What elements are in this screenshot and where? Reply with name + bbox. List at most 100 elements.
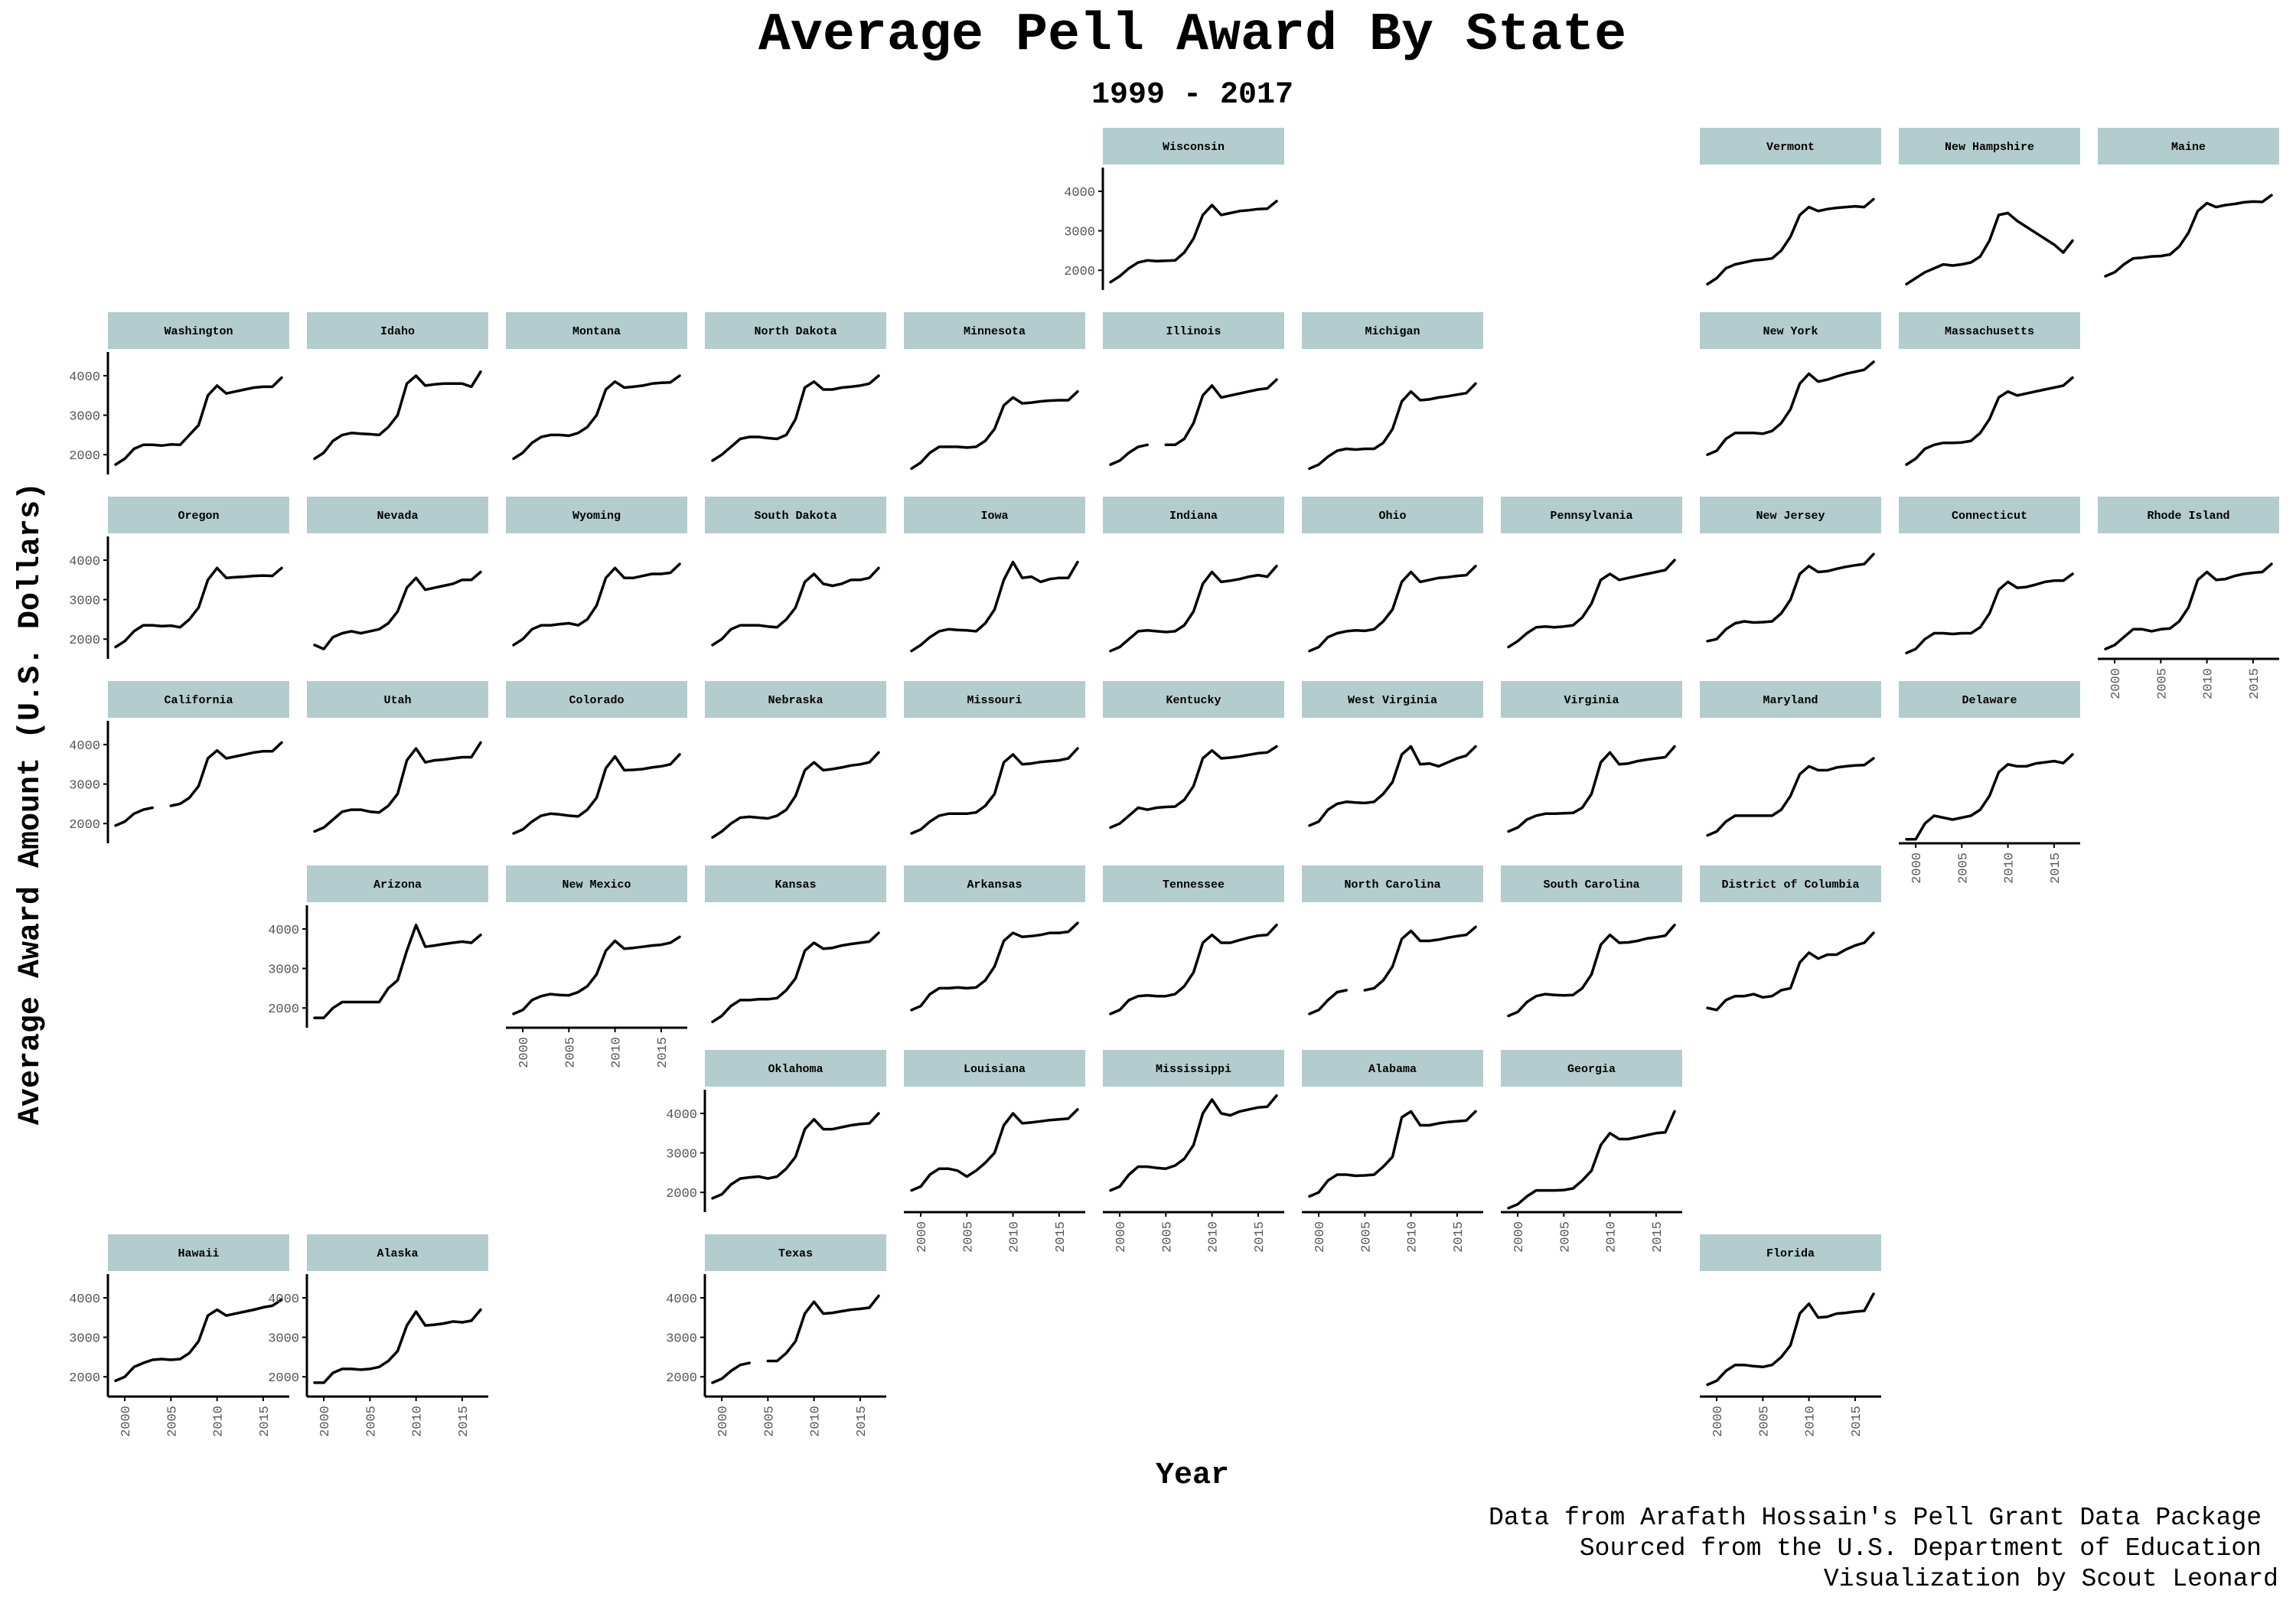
x-tick-label: 2015 bbox=[855, 1406, 869, 1437]
panel-label: Virginia bbox=[1564, 694, 1619, 707]
y-tick-label: 3000 bbox=[69, 410, 100, 425]
panel-plot-area: 2000 3000 4000 bbox=[268, 905, 482, 1028]
panel-plot-area bbox=[1905, 376, 2074, 466]
panel-plot-area: 2000 3000 4000 2000 2005 2010 2015 bbox=[268, 1274, 488, 1437]
panel-label: Massachusetts bbox=[1945, 325, 2034, 338]
series-line bbox=[1109, 745, 1278, 830]
panel-label: North Carolina bbox=[1344, 878, 1440, 892]
y-tick-label: 2000 bbox=[69, 1371, 100, 1386]
x-tick-label: 2010 bbox=[610, 1037, 625, 1068]
panel-label: Utah bbox=[383, 694, 411, 707]
panel-label: Indiana bbox=[1169, 510, 1218, 523]
series-line bbox=[1905, 572, 2074, 655]
series-line bbox=[114, 806, 154, 827]
x-tick-label: 2000 bbox=[2109, 668, 2124, 699]
panel-strip bbox=[904, 865, 1085, 902]
panel-plot-area bbox=[1706, 360, 1875, 456]
panel-label: Washington bbox=[164, 325, 233, 338]
panel-iowa: Iowa bbox=[904, 497, 1085, 653]
panel-plot-area bbox=[313, 741, 482, 833]
series-line bbox=[2104, 194, 2273, 278]
panel-label: Wisconsin bbox=[1163, 141, 1225, 154]
panel-label: Michigan bbox=[1365, 325, 1420, 338]
series-line bbox=[1507, 559, 1676, 649]
panel-plot-area bbox=[711, 931, 880, 1024]
panel-strip bbox=[2098, 128, 2279, 165]
x-tick-label: 2000 bbox=[915, 1221, 930, 1253]
panel-strip bbox=[705, 681, 886, 718]
panel-plot-area: 2000 2005 2010 2015 bbox=[904, 1108, 1085, 1253]
panel-strip bbox=[705, 865, 886, 902]
panel-arkansas: Arkansas bbox=[904, 865, 1085, 1012]
panel-plot-area bbox=[2104, 194, 2273, 278]
panel-label: Nebraska bbox=[768, 694, 823, 707]
panel-arizona: Arizona 2000 3000 4000 bbox=[268, 865, 488, 1028]
panel-pennsylvania: Pennsylvania bbox=[1501, 497, 1682, 649]
panel-connecticut: Connecticut bbox=[1899, 497, 2080, 655]
panel-label: West Virginia bbox=[1348, 694, 1437, 707]
panel-label: New Mexico bbox=[562, 878, 631, 892]
panel-strip bbox=[1700, 128, 1881, 165]
x-tick-label: 2010 bbox=[1605, 1221, 1619, 1253]
x-tick-label: 2010 bbox=[411, 1406, 426, 1437]
series-line bbox=[711, 1112, 880, 1200]
panel-strip bbox=[108, 1234, 289, 1271]
series-line bbox=[1905, 376, 2074, 466]
panel-plot-area bbox=[1308, 564, 1477, 653]
panel-plot-area bbox=[1109, 564, 1278, 653]
panel-label: Missouri bbox=[967, 694, 1022, 707]
y-tick-label: 2000 bbox=[666, 1187, 697, 1201]
panel-label: Alabama bbox=[1368, 1063, 1417, 1076]
panel-plot-area bbox=[910, 560, 1079, 653]
panel-nebraska: Nebraska bbox=[705, 681, 886, 839]
x-tick-label: 2005 bbox=[364, 1406, 379, 1437]
panel-plot-area bbox=[313, 570, 482, 650]
panel-label: Wyoming bbox=[572, 510, 621, 523]
panel-maryland: Maryland bbox=[1700, 681, 1881, 837]
series-line bbox=[1706, 1292, 1875, 1387]
panel-strip bbox=[1899, 681, 2080, 718]
panel-label: New Jersey bbox=[1756, 510, 1825, 523]
panel-kansas: Kansas bbox=[705, 865, 886, 1024]
panel-label: Florida bbox=[1766, 1247, 1815, 1260]
series-line bbox=[1109, 443, 1149, 466]
panel-label: Louisiana bbox=[964, 1063, 1026, 1076]
panel-florida: Florida 2000 2005 2010 2015 bbox=[1700, 1234, 1881, 1437]
panel-strip bbox=[1103, 128, 1284, 165]
x-tick-label: 2005 bbox=[563, 1037, 578, 1068]
series-line bbox=[1706, 197, 1875, 286]
y-tick-label: 3000 bbox=[666, 1148, 697, 1162]
y-axis-title: Average Award Amount (U.S. Dollars) bbox=[14, 482, 48, 1125]
panel-plot-area bbox=[1706, 931, 1875, 1012]
x-tick-label: 2000 bbox=[1711, 1406, 1726, 1437]
panel-strip bbox=[307, 865, 488, 902]
series-line bbox=[313, 1308, 482, 1384]
y-tick-label: 2000 bbox=[268, 1371, 299, 1386]
panel-label: Kansas bbox=[775, 878, 816, 892]
series-line bbox=[114, 1298, 283, 1383]
series-line bbox=[1363, 925, 1477, 992]
panel-strip bbox=[108, 681, 289, 718]
x-tick-label: 2010 bbox=[1008, 1221, 1022, 1253]
panel-plot-area bbox=[910, 747, 1079, 835]
panel-label: Kentucky bbox=[1166, 694, 1221, 707]
panel-label: Colorado bbox=[569, 694, 624, 707]
panel-label: New York bbox=[1763, 325, 1818, 338]
panel-west-virginia: West Virginia bbox=[1302, 681, 1483, 827]
series-line bbox=[711, 931, 880, 1024]
panel-plot-area bbox=[512, 374, 681, 461]
series-line bbox=[114, 376, 283, 466]
panel-plot-area: 2000 2005 2010 2015 bbox=[1501, 1110, 1682, 1253]
panel-strip bbox=[1103, 1050, 1284, 1087]
panel-label: Iowa bbox=[980, 510, 1008, 523]
x-tick-label: 2005 bbox=[2155, 668, 2170, 699]
panel-plot-area: 2000 3000 4000 bbox=[666, 1090, 880, 1212]
series-line bbox=[910, 1108, 1079, 1192]
panel-plot-area bbox=[711, 566, 880, 647]
y-tick-label: 4000 bbox=[268, 1292, 299, 1307]
panel-south-dakota: South Dakota bbox=[705, 497, 886, 647]
panel-district-of-columbia: District of Columbia bbox=[1700, 865, 1881, 1012]
panel-label: South Dakota bbox=[754, 510, 837, 523]
panel-strip bbox=[307, 312, 488, 349]
